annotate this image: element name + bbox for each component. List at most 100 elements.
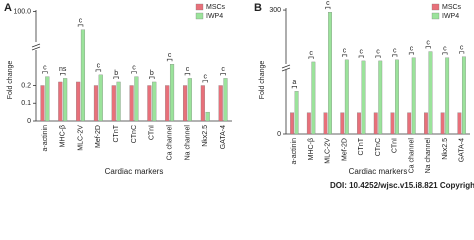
- significance-bracket: [60, 73, 66, 76]
- x-tick-label: MLC-2V: [325, 138, 332, 164]
- y-tick-label: 100.0: [13, 8, 31, 15]
- significance-label: c: [426, 39, 430, 46]
- axis-break: [281, 67, 291, 72]
- bar: [373, 112, 378, 135]
- significance-bracket: [375, 55, 381, 58]
- x-tick-label: CTnI: [149, 125, 156, 140]
- significance-label: c: [376, 49, 380, 56]
- x-axis-title: Cardiac markers: [349, 167, 408, 176]
- significance-bracket: [325, 6, 331, 10]
- x-axis-title: Cardiac markers: [105, 167, 164, 176]
- x-tick-label: CTnC: [375, 138, 382, 156]
- significance-label: b: [114, 70, 118, 77]
- bar: [361, 60, 366, 135]
- x-tick-label: Mef-2D: [341, 138, 348, 161]
- significance-label: c: [186, 66, 190, 73]
- significance-bracket: [166, 58, 173, 62]
- legend-swatch: [195, 3, 204, 11]
- x-tick-label: Nkx2.5: [442, 138, 449, 160]
- bar: [428, 51, 433, 135]
- panel-label: B: [254, 2, 262, 14]
- bar: [457, 112, 462, 135]
- bar: [76, 81, 81, 122]
- y-tick-label: 0: [277, 131, 281, 138]
- bar: [45, 76, 50, 122]
- figure: DOI: 10.4252/wjsc.v15.i8.821 Copyright ©…: [4, 0, 474, 190]
- x-tick-label: GATA-4: [458, 138, 465, 162]
- significance-label: c: [79, 18, 83, 25]
- x-tick-label: a-actinin: [291, 138, 298, 165]
- x-tick-label: MHC-β: [60, 125, 67, 147]
- bar: [116, 81, 121, 122]
- x-tick-label: a-actinin: [42, 125, 49, 152]
- x-tick-label: Na channel: [425, 138, 432, 174]
- bar: [344, 59, 349, 135]
- significance-bracket: [184, 73, 191, 76]
- x-tick-label: Ca channel: [408, 138, 415, 174]
- significance-bracket: [77, 24, 84, 27]
- bar: [440, 112, 445, 135]
- bar: [169, 64, 175, 122]
- y-tick-label: 0.1: [21, 100, 31, 107]
- significance-bracket: [42, 71, 48, 74]
- significance-bracket: [291, 86, 297, 89]
- bar: [111, 85, 116, 122]
- significance-bracket: [442, 52, 448, 55]
- significance-label: c: [168, 52, 172, 59]
- x-tick-label: Nkx2.5: [202, 125, 209, 147]
- bar: [129, 85, 134, 122]
- axis-break: [281, 64, 291, 69]
- significance-bracket: [131, 71, 137, 74]
- y-tick-label: 0.2: [21, 82, 31, 89]
- bar: [200, 85, 205, 122]
- significance-label: c: [326, 0, 330, 7]
- bar: [58, 81, 63, 122]
- legend-label: IWP4: [206, 13, 223, 20]
- significance-label: c: [97, 63, 101, 70]
- significance-bracket: [149, 76, 155, 79]
- bar: [411, 57, 416, 135]
- significance-bracket: [392, 54, 398, 57]
- x-tick-label: CTnI: [392, 138, 399, 153]
- significance-bracket: [341, 54, 348, 57]
- bar: [182, 85, 188, 122]
- legend-label: MSCs: [442, 4, 462, 11]
- x-tick-label: Ca channel: [166, 125, 173, 161]
- x-tick-label: CTnT: [113, 124, 120, 142]
- y-tick-label: 0: [27, 118, 31, 125]
- x-tick-label: Na channel: [184, 125, 191, 161]
- significance-label: c: [393, 48, 397, 55]
- bar: [223, 78, 228, 122]
- legend-label: IWP4: [442, 13, 459, 20]
- x-tick-label: MHC-β: [308, 138, 315, 160]
- significance-bracket: [425, 46, 431, 49]
- x-tick-label: GATA-4: [220, 125, 227, 149]
- bar: [152, 81, 157, 122]
- footer: DOI: 10.4252/wjsc.v15.i8.821 Copyright ©…: [330, 181, 474, 190]
- bar: [80, 29, 86, 122]
- bar: [147, 85, 152, 122]
- bar: [340, 112, 345, 135]
- panel-label: A: [4, 2, 12, 14]
- significance-bracket: [308, 56, 314, 59]
- significance-label: c: [360, 49, 364, 56]
- bar: [93, 85, 99, 122]
- bar: [328, 11, 332, 135]
- bar: [63, 78, 68, 122]
- bar: [378, 60, 383, 135]
- x-tick-label: Mef-2D: [95, 125, 102, 148]
- x-tick-label: CTnC: [131, 125, 138, 143]
- y-axis-title: Fold change: [259, 61, 266, 100]
- bar: [395, 59, 399, 135]
- bar: [294, 91, 299, 135]
- significance-label: b: [150, 70, 154, 77]
- significance-label: c: [132, 64, 136, 71]
- bar: [311, 61, 316, 135]
- significance-label: c: [410, 46, 414, 53]
- bar: [424, 112, 428, 135]
- bar: [323, 112, 328, 135]
- significance-label: c: [443, 46, 447, 53]
- bar: [98, 74, 103, 122]
- bar: [205, 111, 210, 122]
- y-axis-title: Fold change: [7, 61, 14, 100]
